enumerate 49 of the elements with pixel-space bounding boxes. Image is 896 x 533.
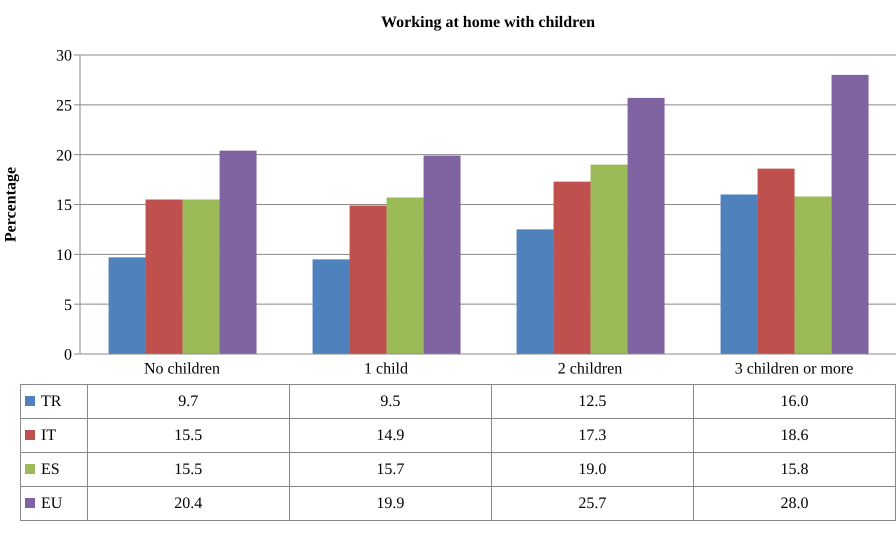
x-tick-label: 3 children or more: [734, 360, 854, 378]
bar: [312, 259, 350, 354]
data-label: 19.0: [491, 452, 694, 486]
data-label: 9.5: [289, 384, 492, 418]
bar: [832, 74, 869, 354]
data-label: 20.4: [87, 486, 290, 520]
bar: [628, 98, 665, 354]
legend-label: ES: [20, 452, 88, 486]
data-label: 15.5: [87, 452, 290, 486]
y-tick-label: 25: [56, 98, 72, 115]
chart-title: Working at home with children: [380, 14, 596, 32]
x-tick-label: No children: [144, 360, 220, 378]
bar: [386, 198, 424, 354]
bar: [720, 194, 758, 354]
y-axis-title: Percentage: [2, 166, 20, 242]
data-label: 9.7: [87, 384, 290, 418]
bar: [182, 200, 220, 354]
data-label: 17.3: [491, 418, 694, 452]
data-label: 16.0: [693, 384, 896, 418]
y-tick-label: 0: [64, 346, 72, 364]
y-tick-label: 30: [56, 48, 72, 65]
y-tick-label: 20: [56, 147, 72, 164]
data-label: 15.8: [693, 452, 896, 486]
data-label: 19.9: [289, 486, 492, 520]
bar: [758, 168, 795, 354]
data-label: 15.5: [87, 418, 290, 452]
legend-label: IT: [20, 418, 88, 452]
data-label: 18.6: [693, 418, 896, 452]
y-tick-label: 10: [56, 247, 72, 264]
bar: [350, 205, 387, 354]
legend-label: EU: [20, 486, 88, 520]
legend-label: TR: [20, 384, 88, 418]
data-label: 12.5: [491, 384, 694, 418]
data-label: 14.9: [289, 418, 492, 452]
bar: [516, 229, 554, 354]
y-tick-label: 15: [56, 197, 72, 214]
data-label: 28.0: [693, 486, 896, 520]
bar: [220, 150, 257, 354]
x-tick-label: 2 children: [558, 360, 622, 378]
bar: [794, 196, 832, 354]
bar: [108, 257, 146, 354]
data-label: 25.7: [491, 486, 694, 520]
y-tick-label: 5: [64, 296, 72, 314]
bar: [146, 200, 183, 354]
data-label: 15.7: [289, 452, 492, 486]
bar: [554, 182, 591, 354]
x-tick-label: 1 child: [364, 360, 408, 378]
bar: [590, 164, 628, 354]
bar: [424, 156, 461, 354]
